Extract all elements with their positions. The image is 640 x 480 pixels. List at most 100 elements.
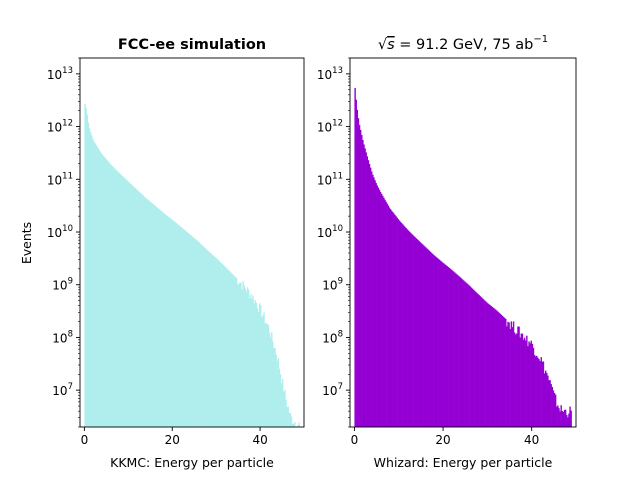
left-histogram-bar xyxy=(289,412,292,427)
right-histogram-bar xyxy=(474,290,476,427)
right-histogram-bar xyxy=(381,193,383,427)
right-histogram-bar xyxy=(455,273,457,427)
right-histogram-bar xyxy=(460,278,463,427)
left-histogram-bar xyxy=(86,114,88,428)
left-histogram-bar xyxy=(104,157,106,427)
right-histogram-bar xyxy=(386,203,388,427)
right-histogram-bar xyxy=(470,287,473,427)
right-histogram-bar xyxy=(520,333,523,427)
left-histogram-bar xyxy=(184,230,186,427)
right-histogram-bar xyxy=(376,185,378,427)
left-histogram-bar xyxy=(217,259,219,427)
left-histogram-bar xyxy=(279,374,282,427)
left-histogram-bar xyxy=(264,323,266,427)
right-histogram-bar xyxy=(532,347,535,427)
right-x-tick-label: 0 xyxy=(351,433,359,447)
right-histogram-bar xyxy=(371,171,373,427)
left-histogram-bar xyxy=(115,169,117,428)
left-histogram-bar xyxy=(116,170,118,427)
left-histogram-bar xyxy=(171,219,173,427)
right-histogram-bar xyxy=(479,296,482,427)
right-histogram-bar xyxy=(469,286,472,427)
right-histogram-bar xyxy=(527,346,529,427)
left-histogram-bar xyxy=(249,298,251,427)
right-histogram-bar xyxy=(528,341,530,427)
left-histogram-bar xyxy=(179,226,182,427)
left-histogram-bar xyxy=(194,238,196,427)
right-histogram-bar xyxy=(567,417,569,427)
left-histogram-bar xyxy=(129,183,131,427)
left-histogram-bar xyxy=(204,247,206,427)
right-histogram-bar xyxy=(396,217,398,427)
left-histogram-bar xyxy=(298,422,300,427)
right-histogram-bar xyxy=(516,333,518,427)
left-histogram-bar xyxy=(170,218,172,427)
left-histogram-bar xyxy=(277,358,280,427)
right-histogram-bar xyxy=(517,326,519,427)
right-histogram-bar xyxy=(389,209,392,427)
right-histogram-bar xyxy=(536,355,538,427)
right-histogram-bar xyxy=(429,251,432,427)
right-histogram-bar xyxy=(369,167,372,427)
left-histogram-bar xyxy=(89,131,92,427)
right-histogram-bar xyxy=(408,231,411,427)
right-histogram-bar xyxy=(465,282,467,427)
right-histogram-bar xyxy=(506,326,508,427)
left-histogram-bar xyxy=(157,208,160,427)
right-histogram-bar xyxy=(363,144,365,427)
left-histogram-bar xyxy=(263,312,265,427)
right-histogram-bar xyxy=(525,340,527,427)
left-histogram-bar xyxy=(241,289,243,427)
left-histogram-bar xyxy=(278,368,281,427)
left-histogram-bar xyxy=(197,241,199,427)
left-histogram-bar xyxy=(231,273,233,427)
left-x-tick-label: 0 xyxy=(81,433,89,447)
left-x-axis-label: KKMC: Energy per particle xyxy=(110,455,274,470)
left-histogram-bar xyxy=(262,315,264,427)
left-histogram-bar xyxy=(229,271,231,427)
right-histogram-bar xyxy=(499,313,501,427)
right-histogram-bar xyxy=(443,263,445,427)
right-histogram-bar xyxy=(383,197,385,427)
left-histogram-bar xyxy=(143,196,146,427)
right-y-tick-label: 109 xyxy=(322,277,343,293)
left-histogram-bar xyxy=(200,244,203,427)
right-histogram-bar xyxy=(570,410,572,427)
right-histogram-bar xyxy=(467,284,469,427)
right-histogram-bar xyxy=(486,302,488,427)
right-histogram-bar xyxy=(397,219,400,427)
right-histogram-bar xyxy=(512,321,515,427)
right-histogram-bar xyxy=(562,411,565,427)
right-histogram-bar xyxy=(418,241,421,427)
right-histogram-bar xyxy=(445,265,447,427)
right-histogram-bar xyxy=(501,315,504,427)
left-histogram-bar xyxy=(121,175,124,427)
left-histogram-bar xyxy=(138,191,140,427)
left-histogram-bar xyxy=(100,153,103,427)
left-histogram-bar xyxy=(97,148,99,427)
right-histogram-bar xyxy=(417,240,419,427)
left-histogram-bar xyxy=(221,263,224,427)
left-histogram-bar xyxy=(160,210,162,427)
right-histogram-bar xyxy=(480,297,483,427)
left-histogram-bar xyxy=(140,193,142,427)
right-histogram-bar xyxy=(541,361,544,427)
left-y-tick-label: 1012 xyxy=(47,119,73,135)
right-histogram-bar xyxy=(566,414,568,427)
left-histogram-bar xyxy=(94,143,96,427)
left-histogram-bar xyxy=(112,167,115,427)
right-histogram-bar xyxy=(419,242,422,427)
right-histogram-bar xyxy=(542,361,545,427)
left-x-tick-label: 20 xyxy=(165,433,180,447)
left-histogram-bar xyxy=(151,203,153,427)
right-histogram-bar xyxy=(407,230,410,427)
left-histogram-bar xyxy=(202,246,205,427)
left-histogram-bar xyxy=(114,168,116,427)
right-histogram-bar xyxy=(535,356,537,427)
left-chart-title: FCC-ee simulation xyxy=(118,37,266,53)
right-histogram-bar xyxy=(523,337,526,427)
right-title-s: s xyxy=(387,37,395,53)
left-histogram-bar xyxy=(146,199,149,427)
right-histogram-bar xyxy=(526,335,528,427)
left-histogram-bar xyxy=(253,303,255,427)
